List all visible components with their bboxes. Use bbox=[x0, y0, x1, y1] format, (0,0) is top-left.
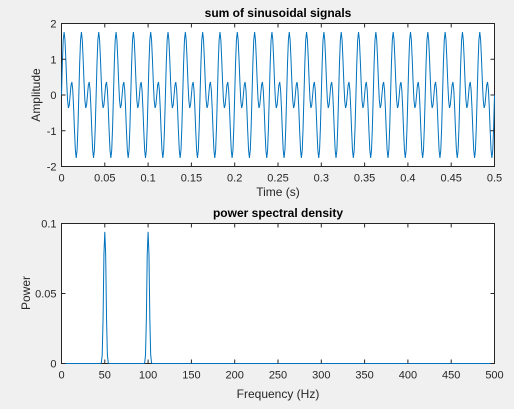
psd-xtick-label: 150 bbox=[182, 370, 200, 382]
psd-ytick-label: 0.05 bbox=[35, 289, 56, 301]
time-domain-series-layer bbox=[61, 32, 495, 158]
time-domain-xtick-label: 0.1 bbox=[140, 173, 155, 185]
time-domain-xtick-label: 0 bbox=[58, 173, 64, 185]
time-domain-xtick-label: 0.2 bbox=[227, 173, 242, 185]
time-domain-ticks: 0 0.05 0.1 0.15 0.2 0.25 0.3 0.35 0.4 0.45 0.5 -2 -1… bbox=[47, 19, 502, 185]
time-domain-xtick-label: 0.4 bbox=[400, 173, 415, 185]
psd-xtick-label: 450 bbox=[442, 370, 460, 382]
psd-ytick-label: 0 bbox=[50, 359, 56, 371]
time-domain-xtick-label: 0.45 bbox=[440, 173, 461, 185]
time-domain-ytick-label: 1 bbox=[50, 54, 56, 66]
psd-xtick-label: 0 bbox=[58, 370, 64, 382]
psd-title: power spectral density bbox=[213, 206, 343, 220]
psd-xtick-label: 300 bbox=[312, 370, 330, 382]
psd-ytick-label: 0.1 bbox=[41, 219, 56, 231]
time-domain-xtick-label: 0.3 bbox=[314, 173, 329, 185]
psd-xlabel: Frequency (Hz) bbox=[237, 387, 320, 401]
time-domain-title: sum of sinusoidal signals bbox=[205, 6, 352, 20]
psd-plot-area bbox=[61, 223, 495, 364]
time-domain-xtick-label: 0.5 bbox=[487, 173, 502, 185]
psd-xtick-label: 50 bbox=[99, 370, 111, 382]
time-domain-axes: 0 0.05 0.1 0.15 0.2 0.25 0.3 0.35 0.4 0.45 0.5 -2 -1… bbox=[29, 6, 502, 199]
psd-xtick-label: 200 bbox=[226, 370, 244, 382]
psd-xtick-label: 400 bbox=[399, 370, 417, 382]
time-domain-xlabel: Time (s) bbox=[256, 185, 300, 199]
time-domain-xtick-label: 0.35 bbox=[354, 173, 375, 185]
time-domain-xtick-label: 0.05 bbox=[94, 173, 115, 185]
time-domain-ytick-label: 0 bbox=[50, 90, 56, 102]
time-domain-ytick-label: 2 bbox=[50, 19, 56, 31]
psd-xtick-label: 250 bbox=[269, 370, 287, 382]
time-domain-series-line bbox=[61, 32, 495, 158]
psd-series-line bbox=[61, 231, 495, 364]
psd-series-layer bbox=[61, 231, 495, 364]
psd-ylabel: Power bbox=[19, 276, 33, 310]
psd-xtick-label: 500 bbox=[485, 370, 503, 382]
psd-xtick-label: 100 bbox=[139, 370, 157, 382]
psd-ticks: 0 50 100 150 200 250 300 350 400 450 500 0 0.05 0.1 bbox=[35, 219, 504, 382]
psd-axes: 0 50 100 150 200 250 300 350 400 450 500 0 0.05 0.1 p… bbox=[19, 206, 504, 401]
psd-xtick-label: 350 bbox=[355, 370, 373, 382]
time-domain-ylabel: Amplitude bbox=[29, 68, 43, 122]
time-domain-ytick-label: -2 bbox=[47, 162, 57, 174]
time-domain-xtick-label: 0.15 bbox=[181, 173, 202, 185]
time-domain-xtick-label: 0.25 bbox=[267, 173, 288, 185]
time-domain-ytick-label: -1 bbox=[47, 126, 57, 138]
